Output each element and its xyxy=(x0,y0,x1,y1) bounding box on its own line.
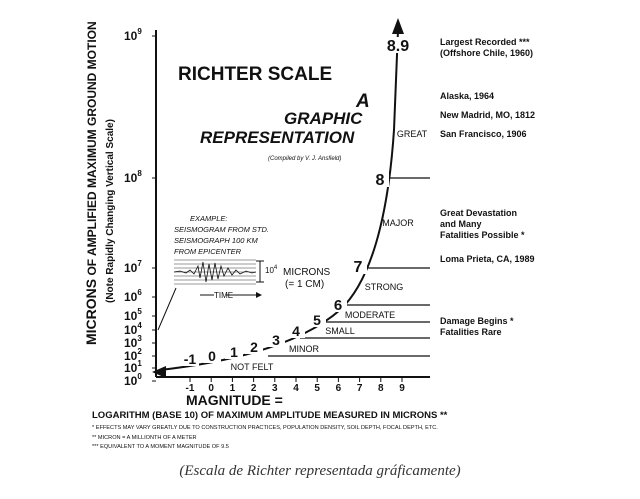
example-pointer xyxy=(157,287,177,331)
curve-number-bg xyxy=(371,171,389,187)
curve-number-bg xyxy=(267,333,285,347)
amplitude-unit: MICRONS xyxy=(283,267,331,278)
y-axis-label: MICRONS OF AMPLIFIED MAXIMUM GROUND MOTI… xyxy=(83,21,99,345)
curve-number: 6 xyxy=(334,297,342,314)
event-largest-recorded: Largest Recorded *** xyxy=(440,37,530,47)
event-new-madrid: New Madrid, MO, 1812 xyxy=(440,110,535,120)
event-loma-prieta: Loma Prieta, CA, 1989 xyxy=(440,254,535,264)
curve-number: 4 xyxy=(292,323,300,339)
band-label-strong: STRONG xyxy=(365,282,404,292)
y-tick-label: 105 xyxy=(124,307,142,323)
band-labels: GREAT MAJOR STRONG MODERATE SMALL MINOR NOT FE… xyxy=(231,129,428,372)
x-tick-label: 1 xyxy=(230,383,236,394)
figure-caption: (Escala de Richter representada gráficam… xyxy=(179,463,461,479)
x-tick-label: -1 xyxy=(186,383,195,394)
curve-number: 2 xyxy=(250,339,258,355)
x-axis-ticks: -1 0 1 2 3 4 5 6 7 8 9 xyxy=(186,377,405,394)
y-axis-label-big: MICRONS xyxy=(83,279,99,345)
x-tick-label: 3 xyxy=(272,383,278,394)
curve-arrow-head xyxy=(392,18,404,34)
event-great-devastation-1: Great Devastation xyxy=(440,208,517,218)
curve-arrow-tail xyxy=(152,366,166,378)
band-label-not-felt: NOT FELT xyxy=(231,362,274,372)
event-great-devastation-3: Fatalities Possible * xyxy=(440,230,525,240)
time-label: TIME xyxy=(214,291,233,300)
y-tick-label: 108 xyxy=(124,169,142,185)
y-tick-label: 103 xyxy=(124,334,142,350)
y-axis-sublabel: (Note Rapidly Changing Vertical Scale) xyxy=(105,119,116,303)
x-tick-label: 4 xyxy=(293,383,299,394)
x-tick-label: 6 xyxy=(336,383,342,394)
x-tick-label: 2 xyxy=(251,383,257,394)
curve-number-bg xyxy=(181,352,199,366)
curve-number-bg xyxy=(225,345,243,359)
y-axis-label-rest: OF AMPLIFIED MAXIMUM GROUND MOTION xyxy=(85,21,99,279)
band-label-great: GREAT xyxy=(397,129,428,139)
band-divider-lines xyxy=(268,177,430,357)
event-san-francisco: San Francisco, 1906 xyxy=(440,129,527,139)
curve-number: -1 xyxy=(184,351,197,367)
curve-number: 3 xyxy=(272,332,280,348)
seismogram-trace xyxy=(173,261,257,283)
curve-number-bg xyxy=(308,313,326,327)
curve-number: 5 xyxy=(313,312,321,328)
example-line-1: EXAMPLE: xyxy=(190,214,228,223)
event-damage-begins-1: Damage Begins * xyxy=(440,316,514,326)
event-great-devastation-2: and Many xyxy=(440,219,482,229)
event-alaska: Alaska, 1964 xyxy=(440,91,494,101)
x-tick-label: 9 xyxy=(399,383,405,394)
y-tick-label: 101 xyxy=(124,359,142,375)
band-label-major: MAJOR xyxy=(382,218,414,228)
event-annotations: Largest Recorded *** (Offshore Chile, 19… xyxy=(440,37,535,337)
curve-number-bg xyxy=(245,340,263,354)
y-tick-label: 102 xyxy=(124,347,142,363)
example-line-4: FROM EPICENTER xyxy=(174,247,242,256)
y-tick-label: 107 xyxy=(124,259,142,275)
amplitude-label: 104 xyxy=(265,265,278,275)
title-credit: (Compiled by V. J. Ansfield) xyxy=(268,156,341,162)
band-label-moderate: MODERATE xyxy=(345,310,395,320)
curve-number: 8.9 xyxy=(387,38,409,55)
curve-number-bg xyxy=(385,37,411,53)
band-label-minor: MINOR xyxy=(289,344,319,354)
y-tick-label: 109 xyxy=(124,27,142,43)
footnote-3: *** EQUIVALENT TO A MOMENT MAGNITUDE OF … xyxy=(92,444,229,450)
curve-number: 1 xyxy=(230,344,238,360)
curve-number-bg xyxy=(329,297,347,312)
x-tick-label: 5 xyxy=(314,383,320,394)
title-line-1: RICHTER SCALE xyxy=(178,64,332,85)
title-line-2: A xyxy=(355,91,370,112)
curve-number: 7 xyxy=(354,259,363,276)
example-seismogram: EXAMPLE: SEISMOGRAM FROM STD. SEISMOGRAP… xyxy=(157,214,331,331)
x-tick-label: 7 xyxy=(357,383,363,394)
event-largest-recorded-sub: (Offshore Chile, 1960) xyxy=(440,48,533,58)
x-tick-label: 8 xyxy=(378,383,384,394)
footnote-2: ** MICRON = A MILLIONTH OF A METER xyxy=(92,435,197,441)
curve-number: 8 xyxy=(376,172,385,189)
example-line-2: SEISMOGRAM FROM STD. xyxy=(174,225,269,234)
y-tick-label: 106 xyxy=(124,288,142,304)
x-tick-label: 0 xyxy=(208,383,214,394)
band-label-small: SMALL xyxy=(325,326,355,336)
magnitude-label: MAGNITUDE = xyxy=(186,392,283,408)
y-tick-label: 104 xyxy=(124,321,142,337)
amplitude-equiv: (= 1 CM) xyxy=(285,279,324,290)
title-line-4: REPRESENTATION xyxy=(200,128,355,147)
curve-number: 0 xyxy=(208,348,216,364)
curve-number-bg xyxy=(287,324,305,338)
event-damage-begins-2: Fatalities Rare xyxy=(440,327,502,337)
example-line-3: SEISMOGRAPH 100 KM xyxy=(174,236,259,245)
curve-number-bg xyxy=(203,349,221,363)
footnote-1: * EFFECTS MAY VARY GREATLY DUE TO CONSTR… xyxy=(92,425,438,431)
curve-number-bg xyxy=(349,258,367,274)
title-line-3: GRAPHIC xyxy=(284,109,363,128)
logarithm-label: LOGARITHM (BASE 10) OF MAXIMUM AMPLITUDE… xyxy=(92,410,448,421)
y-tick-label: 100 xyxy=(124,372,142,388)
